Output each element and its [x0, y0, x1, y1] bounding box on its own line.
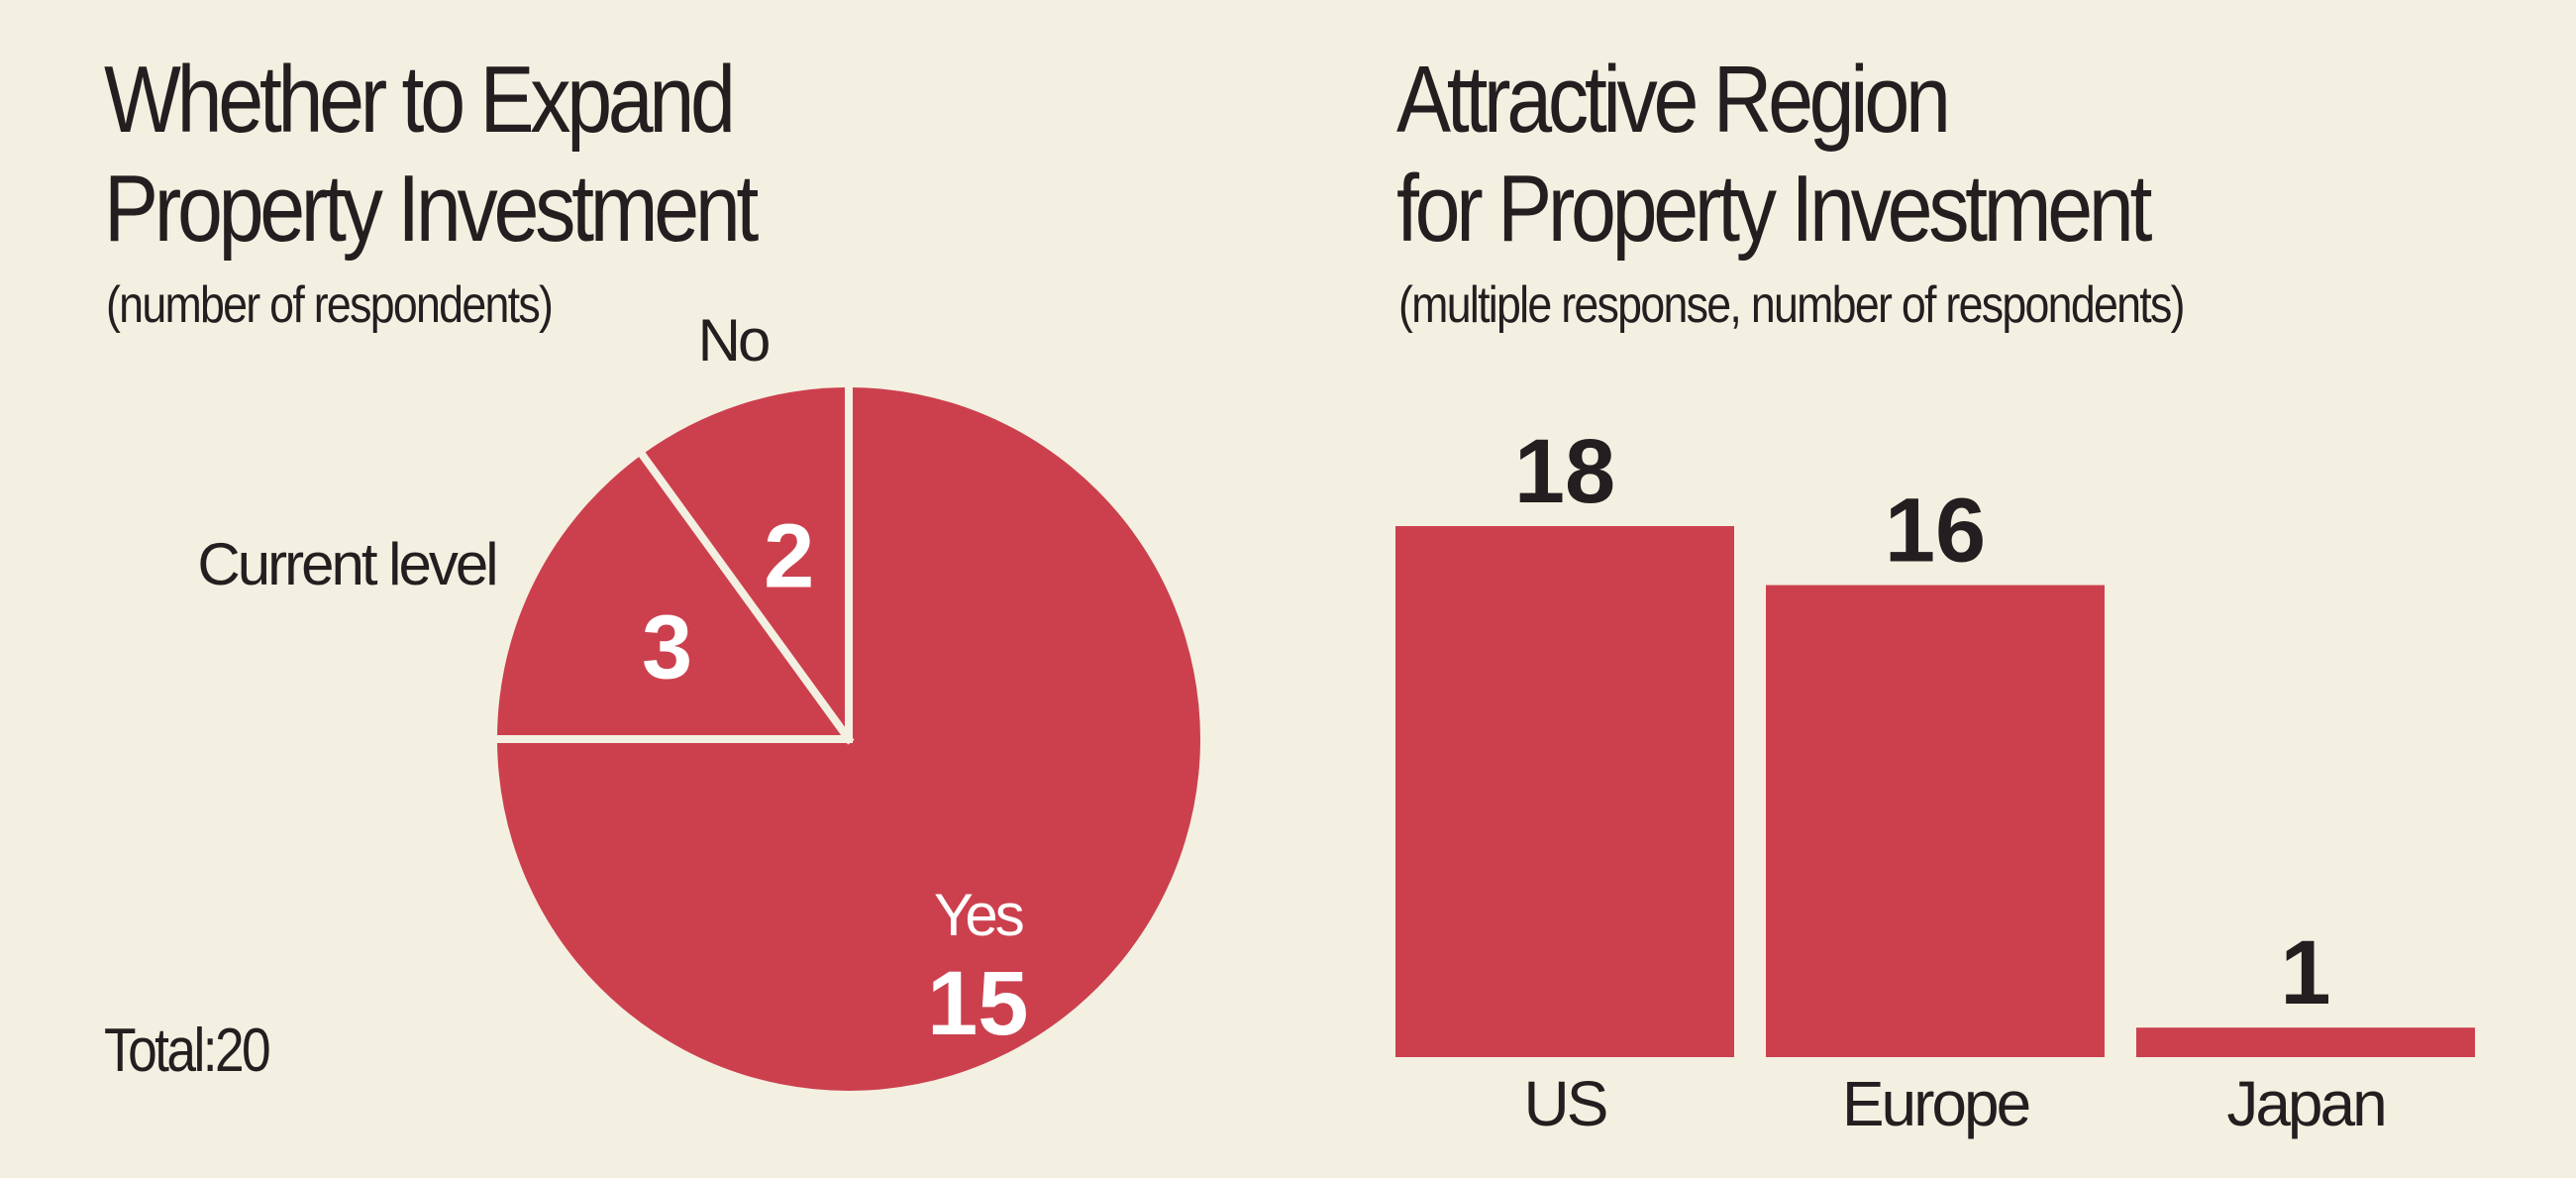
- bar-title-line-1: Attractive Region: [1396, 47, 1951, 153]
- pie-divider-2: [635, 447, 855, 745]
- pie-chart-title: Whether to Expand Property Investment: [104, 46, 759, 264]
- pie-total-label: Total:20: [104, 1017, 271, 1085]
- pie-label-current-level-value: 3: [642, 597, 692, 698]
- pie-slice-current-level: [497, 454, 849, 739]
- bar-us: [1395, 526, 1734, 1057]
- bar-category-japan: Japan: [2226, 1068, 2384, 1139]
- pie-slice-no: [642, 387, 849, 739]
- pie-label-no-name: No: [698, 307, 769, 374]
- bar-chart-subtitle: (multiple response, number of respondent…: [1398, 276, 2186, 334]
- pie-label-no-value: 2: [764, 505, 814, 606]
- bar-category-us: US: [1524, 1068, 1606, 1139]
- pie-label-current-level-name: Current level: [197, 531, 495, 597]
- pie-label-yes-name: Yes: [934, 882, 1023, 948]
- bar-value-us: 18: [1514, 421, 1615, 522]
- bar-europe: [1766, 585, 2105, 1057]
- bar-japan: [2136, 1027, 2475, 1057]
- bar-value-europe: 16: [1885, 481, 1986, 582]
- pie-chart-subtitle: (number of respondents): [106, 276, 554, 334]
- pie-label-yes-value: 15: [927, 953, 1028, 1054]
- pie-title-line-1: Whether to Expand: [104, 47, 736, 153]
- bar-title-line-2: for Property Investment: [1396, 156, 2152, 262]
- bar-chart-title: Attractive Region for Property Investmen…: [1396, 46, 2152, 264]
- pie-title-line-2: Property Investment: [104, 156, 759, 262]
- bar-value-japan: 1: [2280, 922, 2330, 1023]
- bar-category-europe: Europe: [1842, 1068, 2029, 1139]
